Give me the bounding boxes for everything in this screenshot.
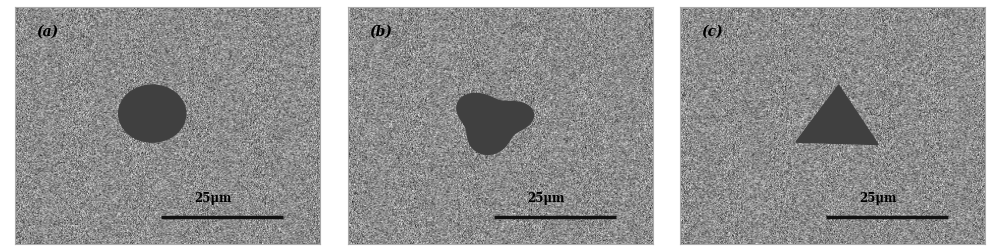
Text: 25μm: 25μm	[195, 191, 232, 204]
Text: (c): (c)	[701, 24, 723, 38]
Polygon shape	[457, 94, 534, 155]
Polygon shape	[796, 86, 878, 145]
Text: 25μm: 25μm	[528, 191, 565, 204]
Ellipse shape	[119, 86, 186, 143]
Text: 25μm: 25μm	[860, 191, 897, 204]
Text: (b): (b)	[369, 24, 392, 38]
Text: (a): (a)	[36, 24, 59, 38]
